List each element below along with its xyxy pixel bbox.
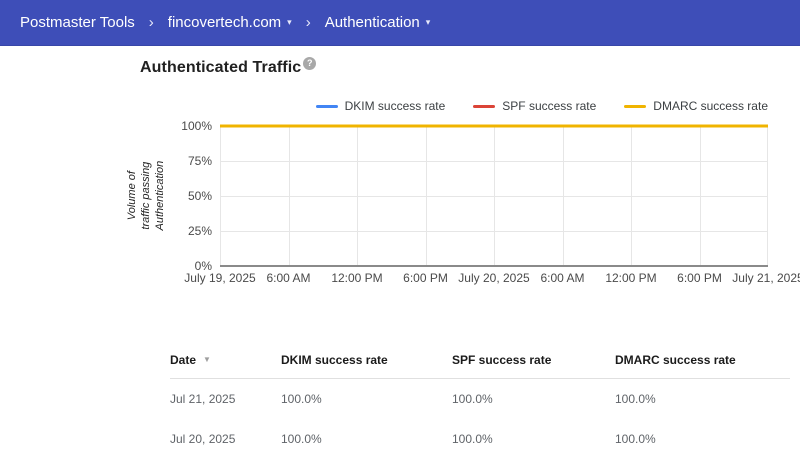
dmarc-series-line	[220, 124, 768, 128]
x-tick: July 19, 2025	[184, 271, 256, 285]
legend-item-dmarc: DMARC success rate	[624, 99, 768, 113]
cell-spf: 100.0%	[452, 392, 493, 406]
cell-dmarc: 100.0%	[615, 392, 656, 406]
legend-label-dkim: DKIM success rate	[344, 99, 446, 113]
chevron-down-icon: ▾	[425, 17, 431, 27]
column-header-dkim: DKIM success rate	[281, 352, 388, 367]
table-row: Jul 20, 2025 100.0% 100.0% 100.0%	[170, 419, 790, 459]
column-header-spf: SPF success rate	[452, 352, 552, 367]
dkim-line-swatch-icon	[315, 104, 338, 108]
x-axis-ticks: July 19, 2025 6:00 AM 12:00 PM 6:00 PM J…	[184, 271, 800, 287]
breadcrumb-section-dropdown[interactable]: Authentication ▾	[325, 14, 431, 31]
breadcrumb-domain-dropdown[interactable]: fincovertech.com ▾	[168, 14, 292, 31]
table-header-row: Date ▼ DKIM success rate SPF success rat…	[170, 341, 790, 379]
cell-date: Jul 21, 2025	[170, 392, 236, 406]
help-icon[interactable]: ?	[303, 57, 317, 70]
page-title-row: Authenticated Traffic ?	[140, 57, 317, 77]
x-tick: 6:00 PM	[403, 271, 448, 285]
breadcrumb-app-title[interactable]: Postmaster Tools	[20, 14, 135, 31]
app-header: Postmaster Tools › fincovertech.com ▾ › …	[0, 0, 800, 46]
y-tick: 0%	[194, 259, 212, 273]
y-tick: 75%	[187, 154, 212, 168]
gridline-h	[220, 196, 768, 197]
y-tick: 100%	[181, 119, 212, 133]
chart-legend: DKIM success rate SPF success rate DMARC…	[315, 99, 768, 113]
legend-label-spf: SPF success rate	[502, 99, 597, 113]
x-tick: 12:00 PM	[605, 271, 657, 285]
table-row: Jul 21, 2025 100.0% 100.0% 100.0%	[170, 379, 790, 419]
chevron-right-icon: ›	[148, 14, 154, 31]
column-header-date[interactable]: Date ▼	[170, 352, 211, 367]
cell-spf: 100.0%	[452, 432, 493, 446]
auth-rates-table: Date ▼ DKIM success rate SPF success rat…	[170, 341, 790, 459]
x-tick: July 21, 2025	[732, 271, 800, 285]
cell-dmarc: 100.0%	[615, 432, 656, 446]
x-tick: July 20, 2025	[458, 271, 530, 285]
y-axis-ticks: 100% 75% 50% 25% 0%	[168, 119, 212, 273]
chevron-right-icon: ›	[305, 14, 311, 31]
x-tick: 6:00 AM	[266, 271, 311, 285]
x-tick: 6:00 AM	[540, 271, 585, 285]
cell-dkim: 100.0%	[281, 392, 322, 406]
spf-line-swatch-icon	[473, 104, 496, 108]
legend-item-dkim: DKIM success rate	[315, 99, 446, 113]
breadcrumb-section-label: Authentication	[324, 14, 420, 31]
y-tick: 25%	[187, 224, 212, 238]
line-chart-plot-area	[220, 124, 768, 267]
gridline-h	[220, 161, 768, 162]
cell-date: Jul 20, 2025	[170, 432, 236, 446]
breadcrumb-domain-label: fincovertech.com	[167, 14, 282, 31]
x-axis-line	[220, 265, 768, 267]
sort-desc-icon: ▼	[203, 355, 211, 364]
x-tick: 12:00 PM	[331, 271, 383, 285]
gridline-h	[220, 231, 768, 232]
chevron-down-icon: ▾	[287, 17, 292, 27]
cell-dkim: 100.0%	[281, 432, 322, 446]
x-tick: 6:00 PM	[677, 271, 722, 285]
dmarc-line-swatch-icon	[624, 104, 647, 108]
y-tick: 50%	[187, 189, 212, 203]
legend-item-spf: SPF success rate	[473, 99, 596, 113]
y-axis-title: Volume of traffic passing Authentication	[126, 161, 166, 231]
legend-label-dmarc: DMARC success rate	[653, 99, 768, 113]
page-title: Authenticated Traffic	[140, 59, 302, 76]
column-header-dmarc: DMARC success rate	[615, 352, 736, 367]
